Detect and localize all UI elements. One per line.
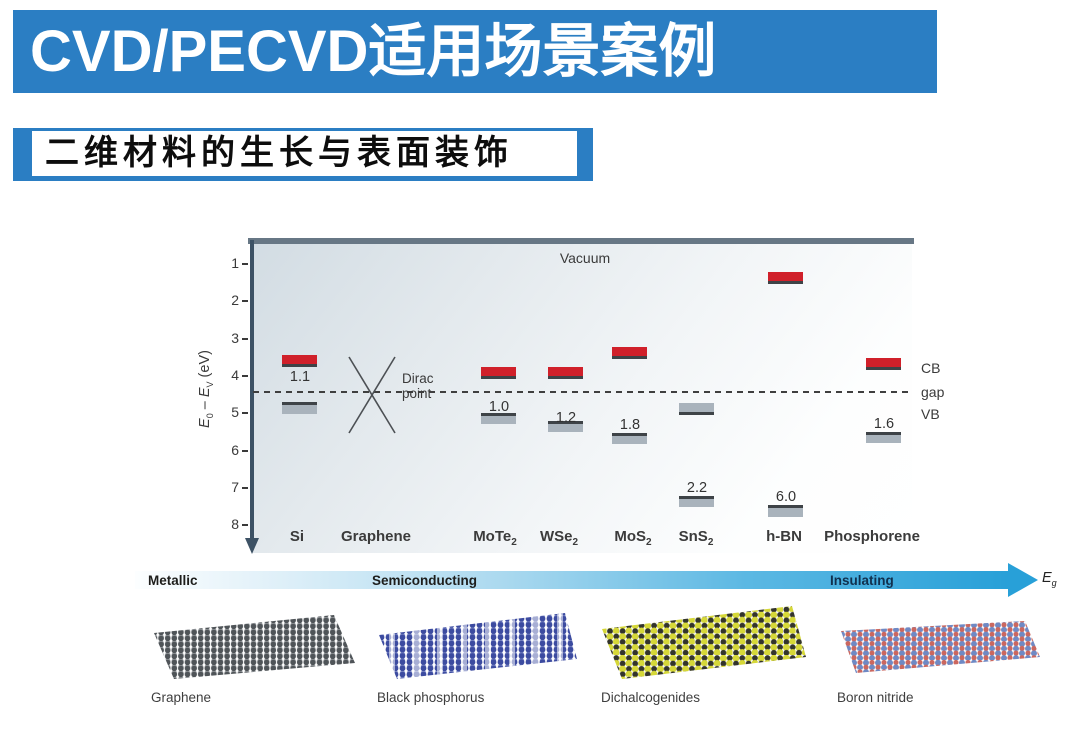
bandgap-value-phosphorene: 1.6 [873,416,895,432]
y-tick-label: 8 [231,516,239,533]
dirac-point-annotation: Dirac point [402,371,434,401]
material-label-si: Si [232,528,362,545]
y-tick-mark [242,524,248,527]
spectrum-label-metallic: Metallic [148,573,198,588]
y-tick-mark [242,337,248,340]
structure-label-graphene: Graphene [151,690,212,705]
vb-bar-mote2 [481,412,516,424]
material-label-mos2: MoS2 [568,528,698,548]
material-label-mote2: MoTe2 [430,528,560,548]
bandgap-value-si: 1.1 [289,369,311,385]
vb-bar-h-bn [768,505,803,517]
y-tick-label: 4 [231,366,239,383]
material-label-graphene: Graphene [311,528,441,545]
y-tick-label: 2 [231,292,239,309]
material-label-subscript: 2 [646,537,652,548]
material-label-phosphorene: Phosphorene [807,528,937,545]
bandgap-value-mote2: 1.0 [488,399,510,415]
structure-label-black-phosphorus: Black phosphorus [377,690,485,705]
bandgap-value-sns2: 2.2 [686,480,708,496]
structure-label-boron-nitride: Boron nitride [837,690,914,705]
y-tick-label: 6 [231,441,239,458]
structure-label-dichalcogenides: Dichalcogenides [601,690,701,705]
plot-top-border [248,238,914,244]
y-axis-line [250,240,254,539]
bandgap-spectrum-arrow [135,571,1008,589]
y-tick-mark [242,412,248,415]
material-label-subscript: 2 [511,537,517,548]
vb-bar-phosphorene [866,431,901,444]
vacuum-reference-dashed-line [253,391,908,393]
material-label-subscript: 2 [572,537,579,548]
cb-bar-sns2 [679,403,714,415]
material-label-subscript: 2 [707,537,714,548]
y-tick-mark [242,449,248,452]
section-header: 二维材料的生长与表面装饰 [13,128,593,181]
cb-bar-mote2 [481,366,516,379]
vacuum-label: Vacuum [559,250,611,266]
eg-symbol: E [1042,570,1052,586]
ylabel-subv: V [204,381,215,388]
title-bar: CVD/PECVD适用场景案例 [13,10,937,93]
band-label-cb: CB [921,360,941,376]
material-label-sns2: SnS2 [631,528,761,548]
material-label-text: h-BN [766,528,802,545]
ylabel-ev: E [197,387,213,398]
black-phosphorus-structure-image [379,613,577,679]
ylabel-e0: E [197,418,213,428]
y-tick-label: 3 [231,329,239,346]
eg-axis-label: Eg [1042,570,1057,588]
spectrum-label-semiconducting: Semiconducting [372,573,478,588]
cb-bar-si [282,355,317,367]
bandgap-value-mos2: 1.8 [619,417,641,433]
vb-bar-mos2 [612,433,647,445]
y-tick-mark [242,486,248,489]
material-label-text: Graphene [340,528,412,545]
cb-bar-wse2 [548,366,583,379]
plot-background [252,240,912,553]
y-axis-arrowhead-icon [245,538,259,554]
dichalcogenides-structure-image [602,606,806,679]
material-label-text: Si [289,528,305,545]
bandgap-value-h-bn: 6.0 [775,489,797,505]
ylabel-minus: – [197,397,213,414]
material-label-h-bn: h-BN [719,528,849,545]
material-label-text: WSe [539,528,573,545]
page-title: CVD/PECVD适用场景案例 [30,19,717,84]
y-tick-mark [242,263,248,265]
dirac-cone-icon [348,356,396,434]
band-label-vb: VB [921,406,940,422]
band-label-gap: gap [921,384,945,400]
y-tick-mark [242,374,248,377]
vb-bar-si [282,402,317,414]
vb-bar-wse2 [548,421,583,432]
material-label-text: MoS [614,528,647,545]
vb-bar-sns2 [679,496,714,507]
boron-nitride-structure-image [841,621,1040,673]
cb-bar-mos2 [612,347,647,360]
bandgap-value-wse2: 1.2 [555,410,577,426]
y-tick-label: 7 [231,478,239,495]
material-label-text: Phosphorene [824,528,920,545]
y-tick-mark [242,300,248,303]
graphene-structure-image [154,615,355,679]
bandgap-spectrum-arrowhead-icon [1008,563,1038,597]
cb-bar-h-bn [768,271,803,285]
eg-subscript: g [1051,577,1057,588]
material-label-text: MoTe [473,528,512,545]
y-tick-label: 5 [231,404,239,421]
section-header-box: 二维材料的生长与表面装饰 [32,131,577,176]
y-axis-label: E0 – EV (eV) [197,329,217,449]
material-label-wse2: WSe2 [494,528,624,548]
spectrum-label-insulating: Insulating [830,573,894,588]
ylabel-unit: (eV) [197,350,213,378]
ylabel-sub0: 0 [204,413,215,419]
material-label-text: SnS [678,528,708,545]
y-tick-label: 1 [231,255,239,271]
cb-bar-phosphorene [866,358,901,370]
section-title: 二维材料的生长与表面装饰 [45,134,513,172]
